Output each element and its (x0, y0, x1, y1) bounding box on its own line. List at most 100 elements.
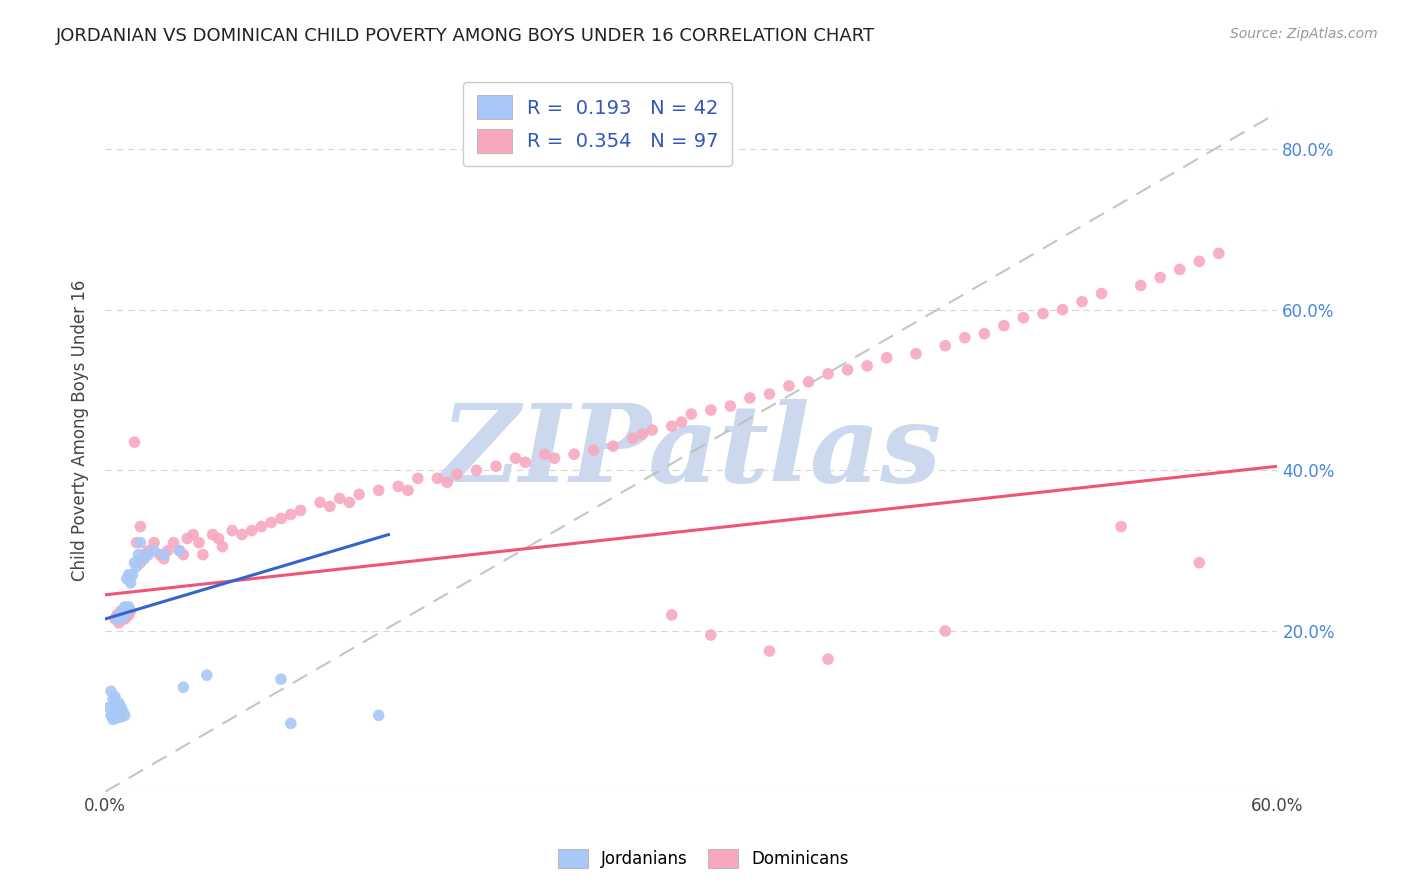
Point (110, 612, 132, 626)
Point (201, 527, 224, 541)
Point (124, 556, 146, 570)
Point (100, 708, 122, 723)
Point (111, 607, 134, 622)
Point (114, 607, 136, 622)
Point (347, 487, 370, 501)
Point (1149, 270, 1171, 285)
Point (367, 483, 389, 498)
Point (110, 612, 132, 626)
Point (105, 711, 128, 725)
Legend: R =  0.193   N = 42, R =  0.354   N = 97: R = 0.193 N = 42, R = 0.354 N = 97 (463, 82, 733, 166)
Point (543, 451, 565, 466)
Point (485, 459, 508, 474)
Point (114, 612, 136, 626)
Point (953, 331, 976, 345)
Legend: Jordanians, Dominicans: Jordanians, Dominicans (551, 843, 855, 875)
Point (207, 532, 229, 546)
Point (134, 548, 156, 562)
Point (856, 359, 879, 373)
Point (631, 427, 654, 442)
Point (105, 607, 128, 622)
Point (176, 532, 198, 546)
Point (110, 604, 132, 618)
Point (118, 607, 141, 622)
Point (143, 543, 166, 558)
Point (111, 704, 134, 718)
Point (240, 524, 263, 538)
Point (602, 439, 624, 453)
Point (876, 351, 898, 365)
Point (108, 615, 131, 630)
Text: JORDANIAN VS DOMINICAN CHILD POVERTY AMONG BOYS UNDER 16 CORRELATION CHART: JORDANIAN VS DOMINICAN CHILD POVERTY AMO… (56, 27, 876, 45)
Point (681, 407, 703, 421)
Point (250, 519, 273, 533)
Point (309, 495, 332, 509)
Point (156, 543, 179, 558)
Point (191, 548, 214, 562)
Point (426, 471, 449, 485)
Point (108, 607, 131, 622)
Point (515, 455, 537, 469)
Point (718, 399, 741, 413)
Point (533, 447, 555, 461)
Point (505, 451, 527, 466)
Point (290, 503, 312, 517)
Point (1109, 519, 1132, 533)
Point (562, 447, 585, 461)
Point (661, 419, 683, 434)
Point (134, 551, 156, 566)
Point (104, 698, 127, 712)
Point (153, 548, 176, 562)
Point (1012, 310, 1035, 325)
Point (118, 599, 141, 614)
Point (817, 652, 839, 666)
Point (1188, 556, 1211, 570)
Point (270, 672, 292, 686)
Y-axis label: Child Poverty Among Boys Under 16: Child Poverty Among Boys Under 16 (72, 279, 89, 581)
Point (1032, 307, 1054, 321)
Point (195, 668, 218, 682)
Point (837, 363, 859, 377)
Point (387, 479, 409, 493)
Point (778, 379, 800, 393)
Point (700, 628, 723, 642)
Point (98, 700, 121, 714)
Point (436, 475, 458, 490)
Point (136, 543, 159, 558)
Point (1168, 262, 1191, 277)
Point (169, 543, 191, 558)
Point (114, 708, 136, 723)
Point (738, 391, 761, 405)
Point (172, 680, 194, 694)
Point (280, 508, 302, 522)
Point (110, 710, 132, 724)
Point (641, 423, 664, 437)
Point (671, 415, 693, 429)
Point (993, 318, 1015, 333)
Point (367, 708, 389, 723)
Point (121, 567, 143, 582)
Point (120, 604, 142, 618)
Point (104, 690, 127, 704)
Point (114, 599, 136, 614)
Point (129, 519, 152, 533)
Point (934, 624, 956, 638)
Point (1129, 278, 1152, 293)
Point (758, 387, 780, 401)
Point (127, 548, 149, 562)
Text: Source: ZipAtlas.com: Source: ZipAtlas.com (1230, 27, 1378, 41)
Point (339, 495, 361, 509)
Point (101, 712, 124, 726)
Point (329, 491, 352, 506)
Point (100, 684, 122, 698)
Point (319, 500, 342, 514)
Point (797, 375, 820, 389)
Point (465, 463, 488, 477)
Point (1188, 254, 1211, 268)
Point (129, 535, 152, 549)
Point (108, 696, 131, 710)
Point (582, 443, 605, 458)
Point (904, 347, 927, 361)
Point (111, 604, 134, 618)
Point (101, 692, 124, 706)
